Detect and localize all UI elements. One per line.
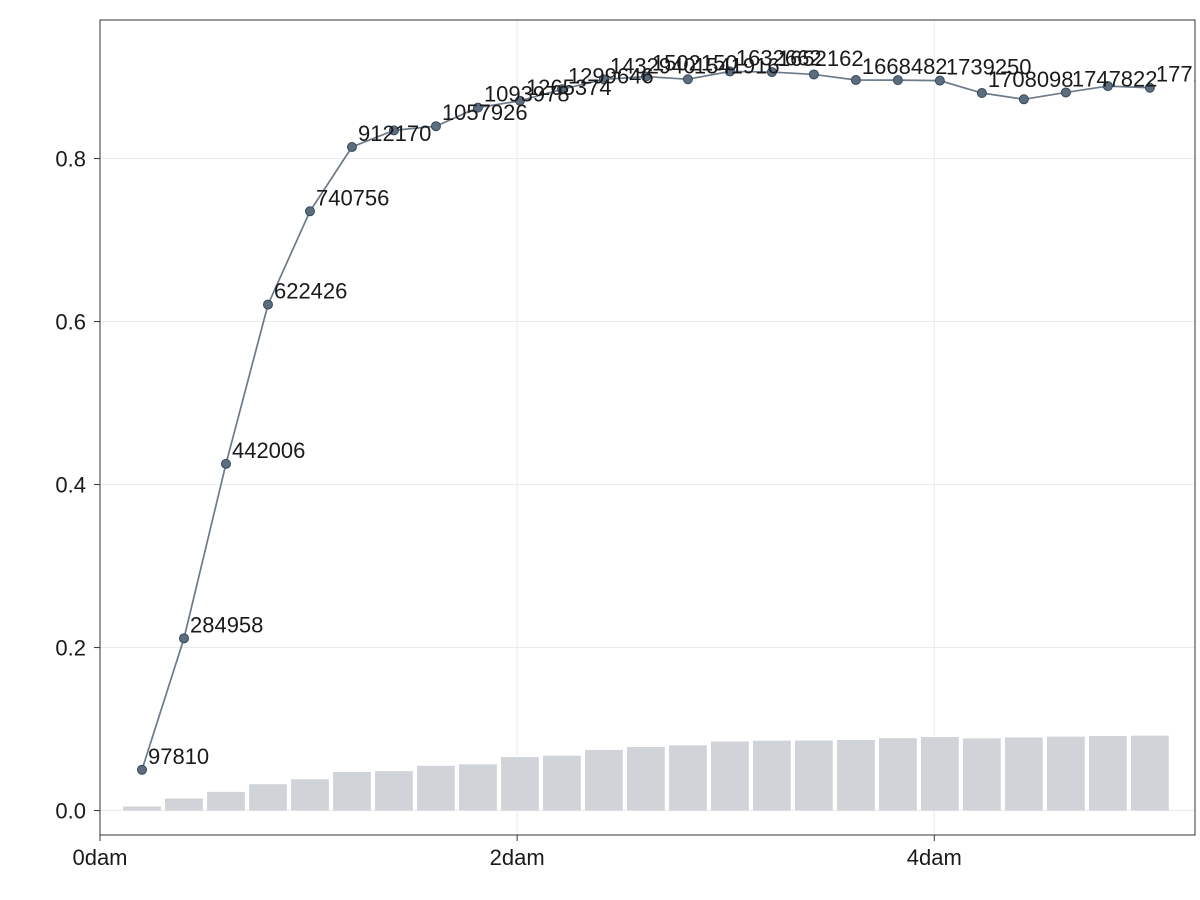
- point-labels: 9781028495844200662242674075691217010579…: [148, 45, 1200, 768]
- bar: [1047, 737, 1085, 811]
- line-marker: [137, 765, 146, 774]
- bar: [249, 784, 287, 810]
- bar-series: [123, 736, 1169, 811]
- point-label: 1708098: [988, 67, 1074, 92]
- bar: [333, 772, 371, 811]
- bar: [501, 757, 539, 810]
- x-tick-label: 2dam: [490, 845, 545, 870]
- point-label: 740756: [316, 185, 389, 210]
- bar: [711, 742, 749, 811]
- bar: [165, 798, 203, 810]
- point-label: 1668482: [862, 54, 948, 79]
- line-marker: [347, 142, 356, 151]
- point-label: 622426: [274, 279, 347, 304]
- line-series: [137, 67, 1154, 774]
- x-tick-label: 0dam: [72, 845, 127, 870]
- bar: [207, 792, 245, 811]
- bar: [543, 756, 581, 811]
- line-marker: [809, 70, 818, 79]
- bar: [795, 741, 833, 811]
- point-label: 442006: [232, 438, 305, 463]
- line-marker: [431, 122, 440, 131]
- line-marker: [1019, 95, 1028, 104]
- bar: [837, 740, 875, 811]
- point-label: 284958: [190, 612, 263, 637]
- point-label: 1652162: [778, 46, 864, 71]
- bar: [669, 745, 707, 810]
- point-label: 1747822: [1072, 66, 1158, 91]
- bar: [963, 738, 1001, 810]
- line-marker: [305, 207, 314, 216]
- line-marker: [263, 300, 272, 309]
- bar: [1005, 737, 1043, 810]
- x-tick-label: 4dam: [907, 845, 962, 870]
- bar: [375, 771, 413, 810]
- y-tick-label: 0.4: [55, 473, 86, 498]
- line-path: [142, 71, 1150, 769]
- bar: [1131, 736, 1169, 811]
- line-marker: [851, 75, 860, 84]
- bar: [417, 766, 455, 811]
- y-tick-label: 0.6: [55, 310, 86, 335]
- point-label: 97810: [148, 744, 209, 769]
- gridlines: [100, 20, 1195, 835]
- line-marker: [977, 89, 986, 98]
- point-label: 912170: [358, 121, 431, 146]
- y-tick-label: 0.8: [55, 147, 86, 172]
- bar: [585, 750, 623, 811]
- point-label: 1771620: [1156, 62, 1200, 87]
- panel-border: [100, 20, 1195, 835]
- bar: [1089, 736, 1127, 810]
- bar: [459, 764, 497, 810]
- bar: [753, 741, 791, 811]
- line-marker: [179, 634, 188, 643]
- y-tick-label: 0.2: [55, 636, 86, 661]
- bar: [291, 779, 329, 810]
- bar: [879, 738, 917, 810]
- combined-chart: 9781028495844200662242674075691217010579…: [0, 0, 1200, 900]
- bar: [123, 806, 161, 810]
- bar: [921, 737, 959, 811]
- line-marker: [221, 459, 230, 468]
- bar: [627, 747, 665, 810]
- y-tick-label: 0.0: [55, 799, 86, 824]
